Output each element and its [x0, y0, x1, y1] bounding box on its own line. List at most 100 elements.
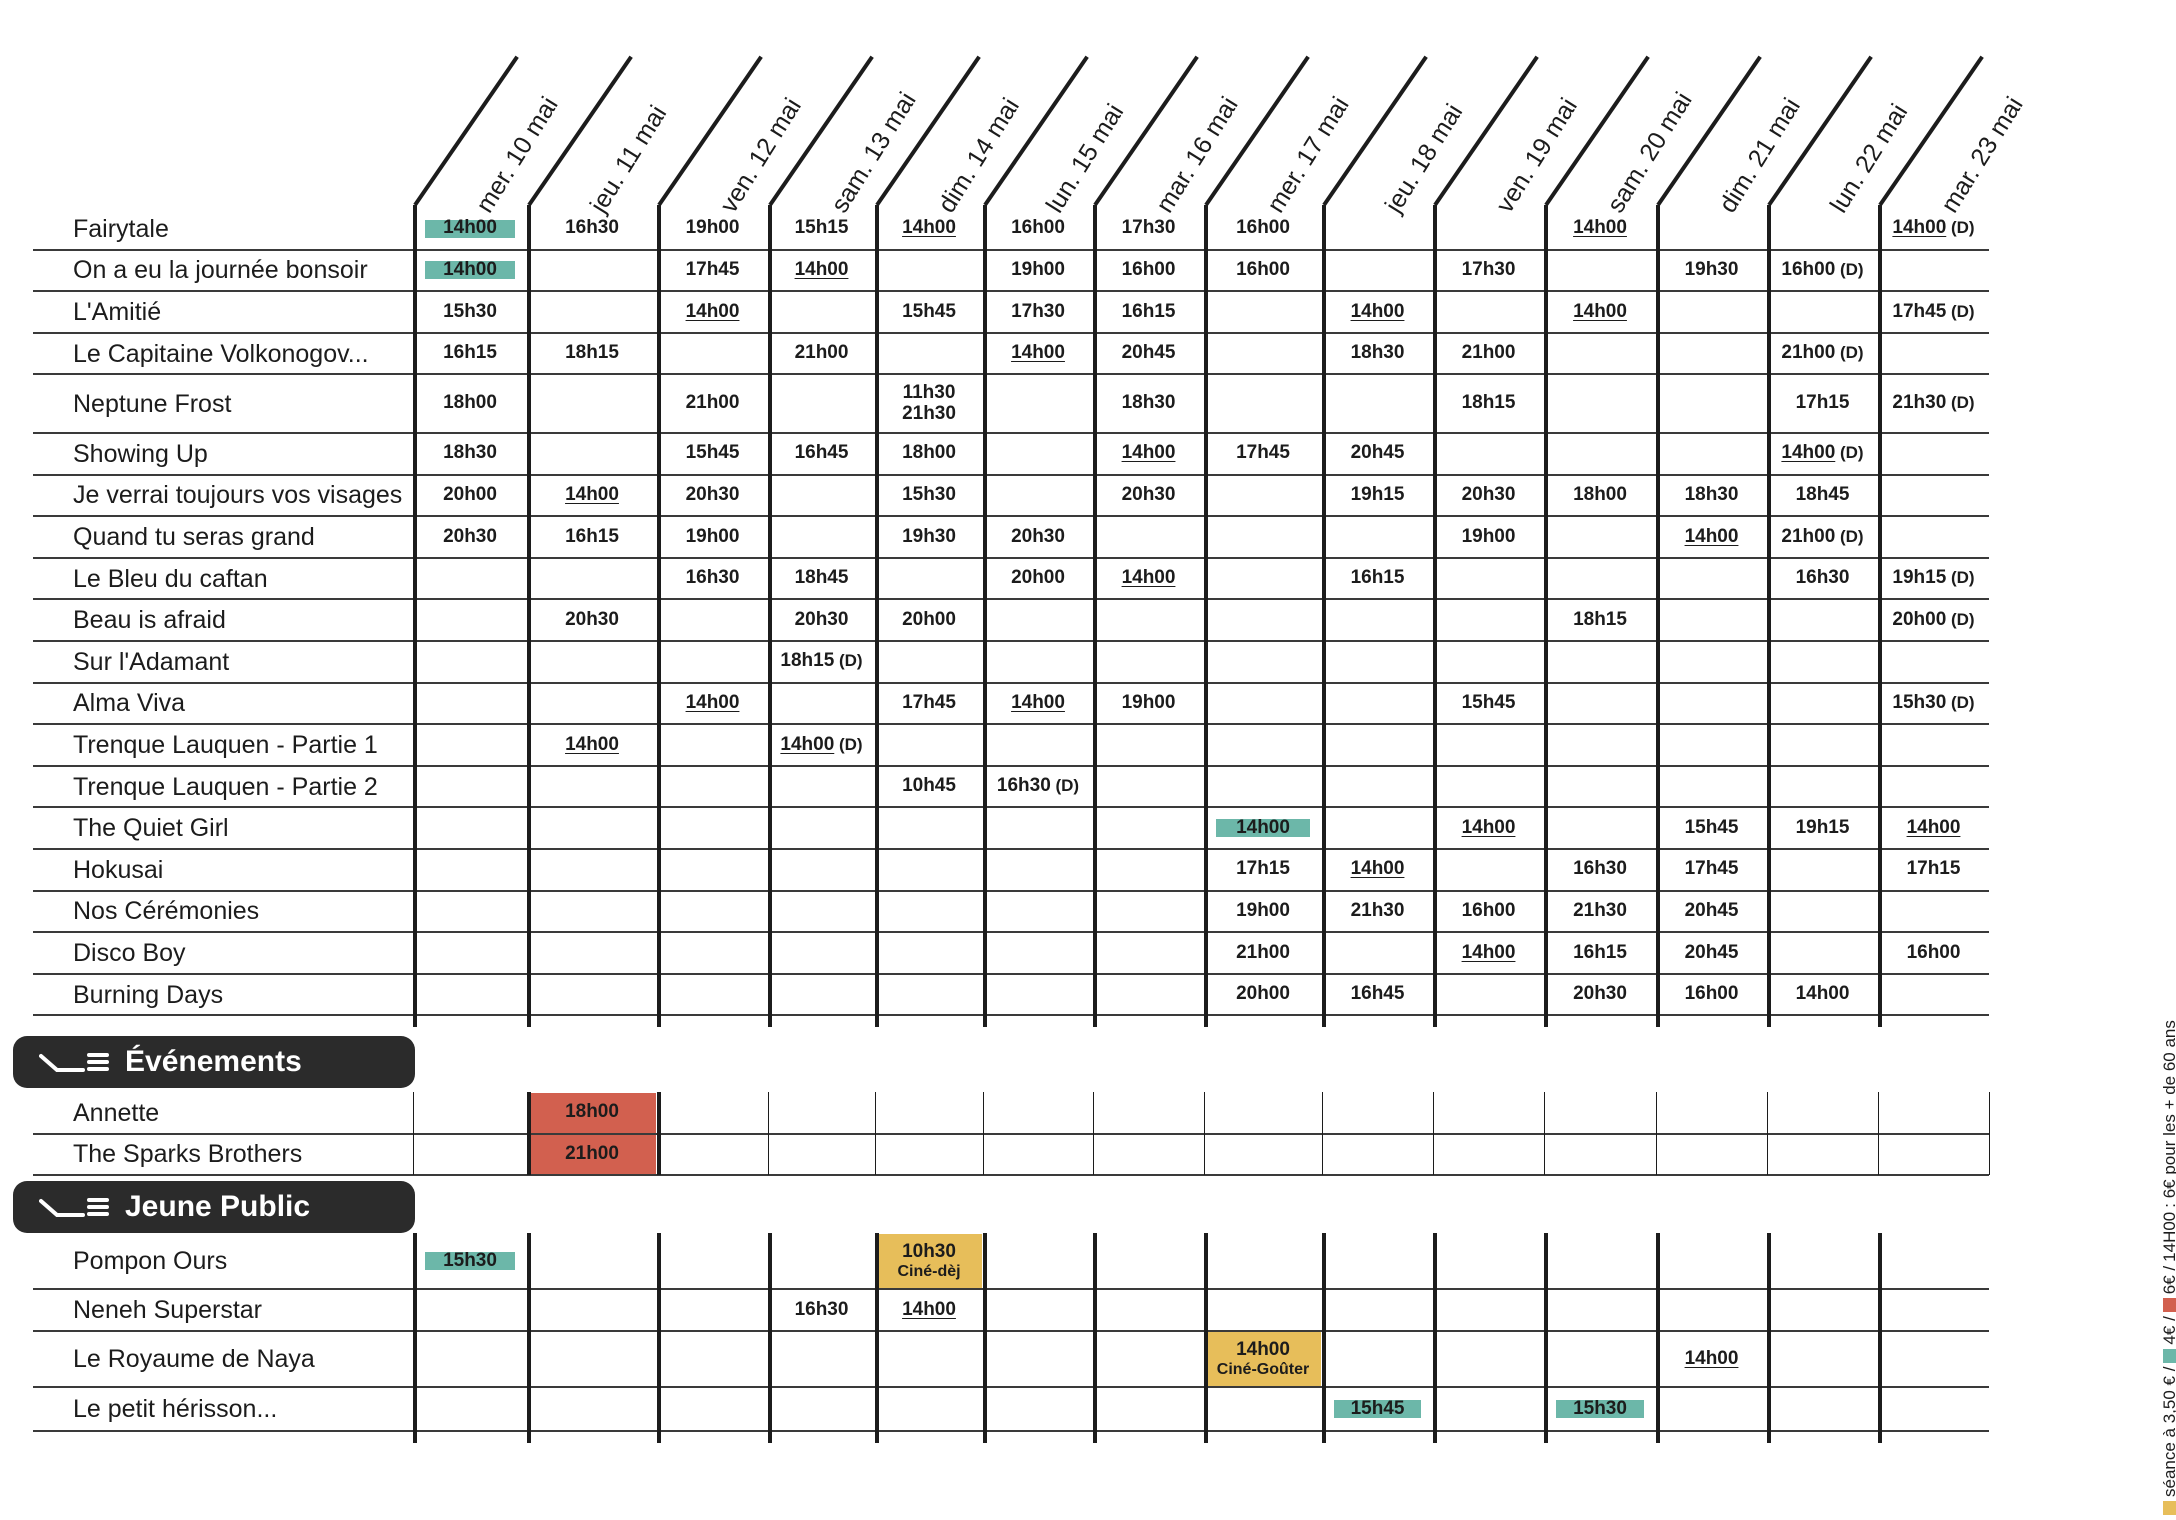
column-divider: [875, 1233, 879, 1443]
session-time: 14h00: [1544, 291, 1656, 333]
session-time-text: 19h15: [1795, 816, 1850, 839]
session-time-value: 15h30: [902, 483, 956, 505]
session-time-text: 14h00: [795, 259, 849, 281]
session-time-value: 16h15: [1350, 567, 1405, 589]
session-time-value: 16h30: [1795, 567, 1850, 589]
session-time-text: 19h00: [1011, 259, 1065, 281]
session-time-text: 19h00: [1236, 900, 1290, 922]
column-divider: [1322, 1092, 1323, 1175]
column-divider: [527, 205, 531, 1028]
session-time-text: 16h30: [795, 1299, 849, 1321]
session-time-value: 14h00: [1461, 941, 1516, 963]
session-subtitle: Ciné-dèj: [897, 1262, 961, 1280]
price-legend: séance à 3,50 € / 4€ / 6€ / 14H00 : 6€ p…: [2160, 1020, 2176, 1515]
session-time: 14h00: [413, 208, 527, 250]
session-time-value: 14h00: [1461, 816, 1516, 838]
session-time-value: 20h30: [1461, 483, 1516, 505]
legend-text: séance à 3,50 € /: [2160, 1367, 2176, 1497]
session-time-value: 21h30: [902, 402, 956, 424]
session-time: 18h00: [875, 433, 983, 475]
session-time-value: 19h15: [1350, 483, 1405, 505]
session-time-value: 19h15: [1795, 816, 1850, 838]
session-time-value: 16h00: [1684, 983, 1739, 1005]
session-time-value: 16h00: [1121, 258, 1176, 280]
session-time-value: 21h00: [565, 1142, 619, 1164]
session-time-value: 10h45: [902, 775, 956, 797]
session-time: 20h30: [1433, 475, 1544, 517]
session-time-text: 20h30: [443, 525, 497, 548]
session-time-text: 19h30: [1685, 259, 1739, 281]
session-time-value: 18h30: [1684, 483, 1739, 505]
session-time-text: 18h30: [443, 442, 497, 464]
session-time: 20h30: [1544, 974, 1656, 1016]
session-time: 18h30: [1093, 374, 1204, 433]
session-time: 15h30: [413, 291, 527, 333]
session-time-text: 14h00: [686, 692, 740, 714]
column-divider: [1767, 205, 1771, 1028]
session-time-value: 16h30: [1573, 858, 1627, 880]
session-time: 17h45: [1204, 433, 1322, 475]
film-title: Je verrai toujours vos visages: [73, 481, 403, 510]
session-time: 16h15: [1093, 291, 1204, 333]
session-time-value: 16h00: [1781, 258, 1836, 280]
column-date-label: lun. 15 mai: [1040, 99, 1130, 218]
column-divider: [1544, 205, 1548, 1028]
session-time-value: 21h00: [794, 342, 849, 364]
session-time: 20h00 (D): [1878, 599, 1989, 641]
session-time: 17h45 (D): [1878, 291, 1989, 333]
session-time: 18h00: [527, 1092, 657, 1134]
session-time-text: 14h00: [1011, 692, 1065, 714]
row-divider: [33, 473, 1989, 476]
session-time-text: 14h00 (D): [1781, 442, 1863, 464]
session-time-value: 19h00: [685, 217, 740, 239]
session-time-value: 18h00: [565, 1101, 619, 1123]
row-divider: [33, 290, 1989, 293]
session-time-value: 20h45: [1684, 941, 1739, 963]
column-divider: [768, 1092, 769, 1175]
session-time: 16h00: [1093, 250, 1204, 292]
column-divider: [1544, 1092, 1545, 1175]
column-divider: [983, 205, 987, 1028]
film-title: The Sparks Brothers: [73, 1140, 303, 1169]
last-session-marker: (D): [834, 734, 863, 754]
session-time-value: 19h30: [902, 525, 956, 547]
session-time-value: 20h30: [443, 525, 497, 547]
last-session-marker: (D): [1946, 692, 1975, 712]
session-time-value: 17h45: [902, 691, 956, 713]
session-time-value: 18h45: [1795, 483, 1850, 505]
session-time-text: 14h00 (D): [780, 734, 863, 756]
session-time: 16h30: [657, 558, 768, 600]
session-time-value: 16h45: [794, 442, 849, 464]
session-time-value: 20h30: [565, 608, 619, 630]
session-time: 20h30: [983, 516, 1093, 558]
session-time-text: 16h15: [443, 342, 497, 364]
legend-swatch-yellow: [2163, 1501, 2176, 1515]
session-time: 18h30: [1322, 333, 1433, 375]
session-time-text: 14h00: [443, 217, 497, 239]
film-title: Pompon Ours: [73, 1247, 228, 1275]
session-time: 15h45: [657, 433, 768, 475]
session-time-value: 15h45: [1350, 1397, 1405, 1419]
last-session-marker: (D): [1835, 343, 1864, 363]
session-time-value: 14h00: [1121, 442, 1176, 464]
column-divider: [1433, 205, 1437, 1028]
session-time-text: 17h15: [1796, 392, 1850, 414]
session-time-value: 21h30: [1573, 899, 1627, 921]
session-time-value: 16h15: [565, 525, 619, 547]
row-divider: [33, 1174, 1989, 1176]
session-time: 20h30: [527, 599, 657, 641]
film-title: Sur l'Adamant: [73, 647, 230, 676]
session-time: 21h00 (D): [1767, 516, 1878, 558]
film-title: L'Amitié: [73, 298, 162, 326]
session-time: 19h00: [657, 208, 768, 250]
session-time-value: 18h30: [1350, 342, 1405, 364]
session-time: 16h00: [1204, 250, 1322, 292]
session-time-value: 20h45: [1684, 899, 1739, 921]
session-time-text: 14h00: [565, 484, 619, 506]
column-divider: [1989, 1092, 1990, 1175]
session-time-text: 16h00: [1462, 900, 1516, 922]
column-divider: [413, 1233, 417, 1443]
session-time: 21h00: [768, 333, 875, 375]
film-title: Le Royaume de Naya: [73, 1345, 315, 1373]
